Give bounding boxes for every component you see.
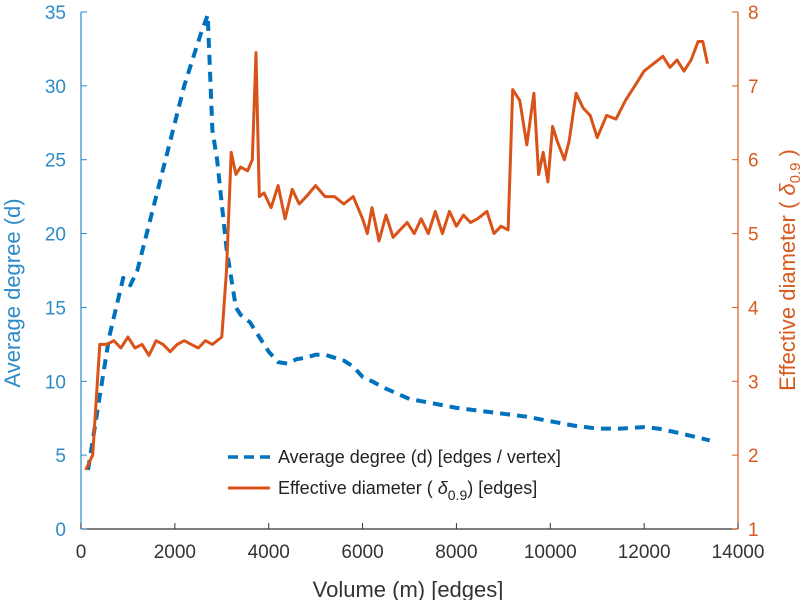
legend-label-eff-diameter: Effective diameter ( δ0.9) [edges] <box>278 478 537 503</box>
y-right-tick-label: 5 <box>748 225 759 246</box>
y-left-tick-label: 30 <box>45 77 66 98</box>
x-axis-title: Volume (m) [edges] <box>313 577 504 600</box>
legend-label-avg-degree: Average degree (d) [edges / vertex] <box>278 447 561 467</box>
y-left-tick-label: 10 <box>45 372 66 393</box>
y-right-tick-label: 4 <box>748 298 759 319</box>
y-left-tick-label: 5 <box>55 446 66 467</box>
y-right-tick-label: 2 <box>748 446 759 467</box>
x-tick-label: 12000 <box>618 542 671 563</box>
y-axis-right-title: Effective diameter ( δ0.9) <box>775 149 804 391</box>
legend-eff-symbol: δ <box>438 478 449 498</box>
x-tick-label: 2000 <box>154 542 196 563</box>
y-left-tick-label: 20 <box>45 225 66 246</box>
x-tick-label: 14000 <box>712 542 765 563</box>
legend: Average degree (d) [edges / vertex] Effe… <box>228 447 561 503</box>
x-tick-label: 6000 <box>341 542 383 563</box>
legend-eff-prefix: Effective diameter ( <box>278 478 433 498</box>
y-left-tick-label: 35 <box>45 3 66 24</box>
y-right-tick-label: 7 <box>748 77 759 98</box>
y-right-tick-label: 1 <box>748 520 759 541</box>
axes: 0 2000 4000 6000 8000 10000 12000 1400005101520… <box>45 3 765 563</box>
x-tick-label: 0 <box>76 542 87 563</box>
y-axis-right-title-symbol: δ <box>775 183 800 196</box>
y-axis-left-title: Average degree (d) <box>0 198 25 387</box>
x-tick-label: 10000 <box>524 542 577 563</box>
y-left-tick-label: 0 <box>55 520 66 541</box>
y-left-tick-label: 15 <box>45 298 66 319</box>
series-line-avg-degree <box>86 13 711 471</box>
y-right-tick-label: 6 <box>748 151 759 172</box>
x-tick-label: 8000 <box>435 542 477 563</box>
y-left-tick-label: 25 <box>45 151 66 172</box>
y-right-tick-label: 3 <box>748 372 759 393</box>
y-axis-right-title-prefix: Effective diameter ( <box>775 201 800 391</box>
series-layer <box>84 13 711 471</box>
y-axis-right-title-subscript: 0.9 <box>787 162 804 183</box>
x-tick-label: 4000 <box>248 542 290 563</box>
y-axis-right-title-suffix: ) <box>775 149 800 156</box>
y-right-tick-label: 8 <box>748 3 759 24</box>
legend-eff-subscript: 0.9 <box>448 487 468 503</box>
legend-eff-suffix: ) [edges] <box>467 478 537 498</box>
series-line-eff-diameter <box>84 40 709 471</box>
